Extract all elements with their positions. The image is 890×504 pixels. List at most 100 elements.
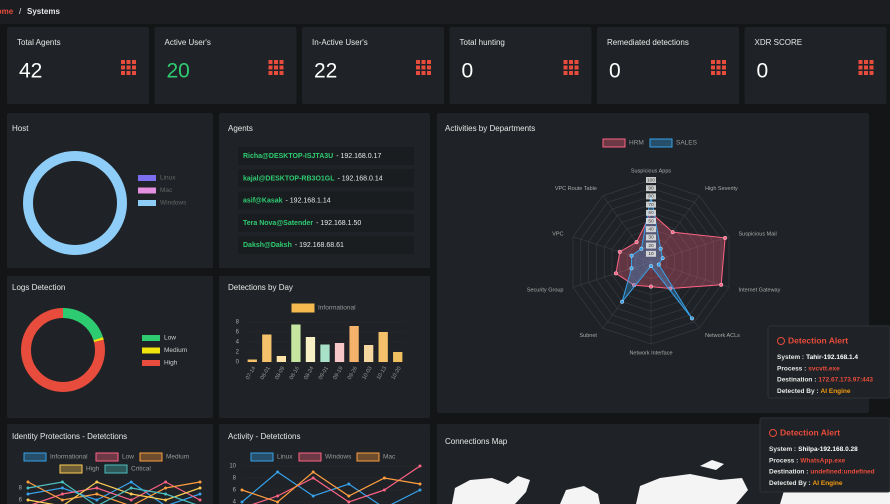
stat-icon: [274, 71, 278, 75]
legend-swatch: [138, 200, 156, 206]
alert-field-label: Destination :: [769, 468, 808, 475]
stat-label: Total Agents: [17, 38, 61, 47]
line-point: [164, 480, 168, 484]
bar: [349, 326, 359, 362]
legend-label[interactable]: Mac: [160, 187, 173, 194]
radar-tick-bg: [646, 193, 656, 200]
legend-label[interactable]: Linux: [277, 454, 293, 461]
radar-tick-bg: [646, 250, 656, 257]
alert-field-label: Process :: [777, 365, 806, 372]
legend-label[interactable]: SALES: [676, 140, 698, 147]
stat-value: 42: [19, 60, 42, 83]
legend-label[interactable]: Informational: [318, 305, 356, 312]
alert-field: Process : svcvtt.exe: [777, 365, 840, 372]
alert-title: Detection Alert: [780, 427, 840, 437]
breadcrumb-home[interactable]: Home: [0, 7, 14, 16]
legend-label[interactable]: Informational: [50, 454, 88, 461]
stat-icon: [132, 71, 136, 75]
stat-icon: [279, 60, 284, 64]
legend-label[interactable]: Linux: [160, 175, 176, 182]
agent-row[interactable]: [238, 213, 414, 232]
y-tick-label: 10: [229, 464, 236, 470]
radar-axis-label: VPC Route Table: [555, 186, 597, 192]
alert-field: System : Tahir-192.168.1.4: [777, 354, 858, 361]
radar-point: [670, 230, 675, 235]
radar-axis-label: High Severity: [705, 186, 738, 192]
legend-label[interactable]: Low: [164, 335, 176, 342]
line-point: [276, 494, 280, 498]
legend-label[interactable]: Windows: [160, 200, 187, 207]
radar-spoke: [650, 195, 700, 263]
alert-field-value: Shilpa-192.168.0.28: [798, 446, 858, 453]
stat-icon: [268, 71, 273, 75]
alert-field-value: undefined:undefined: [810, 468, 874, 475]
radar-point: [719, 282, 724, 287]
legend-label[interactable]: High: [86, 466, 100, 473]
alert-field-value: Tahir-192.168.1.4: [806, 354, 858, 361]
radar-point: [634, 240, 639, 245]
agent-entry: Daksh@Daksh - 192.168.68.61: [243, 242, 344, 249]
map-land: [452, 476, 530, 504]
line-point: [129, 480, 133, 484]
line-point: [129, 486, 133, 490]
stat-icon: [869, 71, 874, 75]
legend-label[interactable]: HRM: [629, 140, 644, 147]
radar-point: [656, 262, 661, 267]
y-tick-label: 6: [19, 498, 23, 504]
radar-tick-label: 20: [648, 243, 654, 249]
stat-icon: [126, 71, 131, 75]
line-point: [198, 492, 202, 496]
radar-point: [658, 246, 663, 251]
radar-tick-bg: [646, 226, 656, 233]
stat-icon: [132, 60, 136, 64]
radar-point: [639, 246, 644, 251]
line-point: [95, 486, 99, 490]
radar-spoke: [650, 261, 730, 288]
legend-label[interactable]: Critical: [131, 466, 151, 473]
radar-point: [723, 235, 728, 240]
legend-label[interactable]: Medium: [166, 454, 189, 461]
radar-spoke: [572, 236, 652, 263]
agent-row[interactable]: [238, 236, 414, 255]
alert-box: [759, 417, 890, 493]
panel-title: Detections by Day: [228, 283, 293, 292]
radar-point: [613, 271, 618, 276]
legend-label[interactable]: Windows: [325, 454, 352, 461]
agent-row[interactable]: [238, 169, 414, 188]
legend-swatch: [356, 452, 380, 462]
stat-icon: [427, 60, 431, 64]
alert-icon: [769, 429, 777, 437]
radar-tick-label: 30: [648, 235, 654, 241]
stat-card: [597, 27, 739, 104]
legend-label[interactable]: Medium: [164, 347, 187, 354]
stat-icon: [132, 65, 136, 70]
bar: [320, 344, 330, 362]
radar-tick-label: 70: [648, 202, 654, 208]
radar-tick-label: 90: [648, 185, 654, 191]
alert-field: Destination :172.67.173.97:443: [777, 376, 873, 383]
line-series: [27, 481, 201, 504]
radar-point: [660, 256, 665, 261]
alert-field-value: AI Engine: [821, 388, 851, 395]
line-point: [240, 488, 244, 492]
agent-row[interactable]: [238, 147, 414, 165]
agent-name: Daksh@Daksh: [243, 242, 292, 249]
stat-icon: [716, 71, 721, 75]
stat-icon: [121, 65, 125, 70]
line-point: [26, 498, 30, 502]
legend-label[interactable]: High: [164, 360, 178, 367]
line-series: [27, 481, 201, 504]
legend-label[interactable]: Mac: [383, 454, 396, 461]
bar: [393, 352, 403, 362]
legend-swatch: [142, 360, 160, 366]
radar-spoke: [572, 261, 652, 288]
radar-spoke: [602, 195, 652, 263]
agent-row[interactable]: [238, 191, 414, 210]
alert-field-value: WhatsApp.exe: [800, 457, 845, 464]
map-land: [700, 460, 724, 470]
radar-tick-bg: [646, 209, 656, 216]
stat-icon: [416, 71, 420, 75]
legend-label[interactable]: Low: [122, 454, 134, 461]
